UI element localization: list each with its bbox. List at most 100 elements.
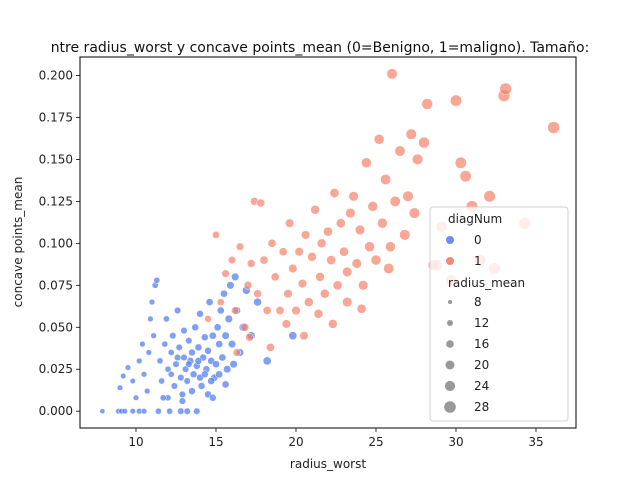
data-point-diag-0-29 (164, 365, 172, 373)
data-point-diag-0-22 (148, 298, 156, 306)
data-point-diag-1-50 (380, 174, 392, 185)
data-point-diag-0-86 (194, 357, 203, 365)
data-point-diag-1-74 (547, 121, 560, 134)
data-point-diag-0-14 (124, 364, 132, 371)
data-point-diag-1-53 (389, 195, 401, 207)
data-point-diag-1-35 (332, 280, 343, 291)
legend-size-label-2: 16 (474, 337, 489, 351)
y-tick-label: 0.100 (39, 236, 73, 250)
chart-title: ntre radius_worst y concave points_mean … (51, 40, 590, 56)
legend-size-marker-1 (447, 320, 453, 326)
data-point-diag-0-89 (215, 370, 224, 379)
data-point-diag-1-31 (320, 288, 330, 299)
y-tick-label: 0.125 (39, 194, 73, 208)
data-point-diag-1-48 (373, 134, 385, 145)
y-tick-label: 0.050 (39, 320, 73, 334)
data-point-diag-1-78 (356, 303, 367, 314)
legend-size-title: radius_mean (448, 276, 525, 290)
data-point-diag-0-88 (207, 377, 216, 385)
data-point-diag-1-14 (262, 306, 272, 315)
data-point-diag-0-36 (175, 343, 183, 351)
data-point-diag-1-20 (285, 218, 295, 228)
legend-size-label-4: 24 (474, 379, 489, 393)
data-point-diag-1-23 (294, 247, 304, 257)
data-point-diag-1-85 (408, 207, 420, 219)
data-point-diag-1-47 (370, 254, 382, 266)
data-point-diag-1-5 (231, 306, 240, 315)
data-point-diag-1-82 (313, 309, 324, 319)
data-point-diag-1-30 (316, 238, 327, 249)
data-point-diag-1-44 (361, 157, 372, 169)
data-point-diag-1-54 (394, 145, 406, 157)
data-point-diag-0-61 (208, 331, 217, 340)
data-point-diag-1-69 (483, 190, 496, 203)
data-point-diag-1-40 (348, 191, 359, 202)
data-point-diag-0-17 (136, 357, 143, 365)
data-point-diag-0-39 (180, 353, 188, 362)
data-point-diag-0-71 (224, 314, 233, 323)
data-point-diag-0-31 (167, 349, 175, 356)
data-point-diag-1-12 (256, 198, 266, 208)
data-point-diag-1-55 (399, 229, 411, 241)
data-point-diag-1-29 (315, 272, 325, 282)
data-point-diag-0-80 (253, 297, 262, 307)
y-tick-label: 0.075 (39, 278, 73, 292)
data-point-diag-0-19 (144, 387, 151, 395)
data-point-diag-0-7 (155, 407, 162, 415)
data-point-diag-1-43 (358, 280, 369, 291)
data-point-diag-0-35 (174, 306, 182, 315)
data-point-diag-0-45 (188, 348, 196, 357)
data-point-diag-1-81 (281, 319, 291, 329)
x-tick-label: 25 (368, 435, 383, 449)
data-point-diag-0-12 (116, 384, 124, 391)
data-point-diag-1-39 (345, 208, 356, 219)
data-point-diag-1-19 (283, 289, 293, 299)
data-point-diag-1-13 (259, 255, 269, 265)
data-point-diag-1-36 (335, 218, 346, 229)
y-tick-label: 0.000 (39, 404, 73, 418)
data-point-diag-0-90 (221, 380, 230, 389)
data-point-diag-0-41 (182, 365, 190, 373)
data-point-diag-1-27 (307, 252, 317, 262)
data-point-diag-0-9 (177, 407, 185, 415)
legend-size-marker-2 (446, 340, 454, 348)
data-point-diag-0-38 (178, 390, 186, 398)
data-point-diag-0-82 (288, 331, 298, 341)
data-point-diag-0-18 (140, 371, 148, 378)
legend-size-marker-4 (444, 380, 456, 392)
data-point-diag-0-25 (156, 357, 164, 365)
data-point-diag-0-67 (218, 353, 227, 362)
data-point-diag-0-4 (129, 408, 136, 415)
data-point-diag-1-57 (405, 128, 417, 140)
data-point-diag-0-34 (172, 360, 180, 368)
data-point-diag-0-3 (121, 408, 128, 415)
x-axis: 10 15 20 25 30 35 (128, 428, 544, 449)
data-point-diag-1-33 (326, 255, 337, 265)
data-point-diag-1-56 (402, 190, 414, 202)
data-point-diag-0-6 (140, 408, 148, 415)
data-point-diag-1-65 (454, 156, 467, 169)
data-point-diag-0-0 (99, 408, 106, 415)
data-point-diag-1-72 (499, 82, 512, 96)
legend-hue-title: diagNum (448, 212, 502, 226)
data-point-diag-1-1 (212, 231, 220, 239)
data-point-diag-0-33 (170, 382, 178, 390)
legend-size-label-5: 28 (474, 400, 489, 414)
data-point-diag-1-66 (459, 170, 472, 183)
legend-size-marker-5 (444, 401, 456, 413)
data-point-diag-1-8 (243, 281, 253, 290)
data-point-diag-1-76 (299, 331, 309, 341)
data-point-diag-0-20 (145, 349, 152, 356)
data-point-diag-0-68 (220, 289, 228, 298)
data-point-diag-1-3 (221, 269, 230, 278)
legend-size-marker-0 (448, 300, 452, 304)
data-point-diag-0-58 (204, 347, 212, 355)
legend-size-label-3: 20 (474, 358, 489, 372)
data-point-diag-1-16 (270, 272, 280, 282)
plot-area-frame (79, 56, 577, 429)
data-point-diag-0-96 (150, 332, 157, 339)
data-point-diag-0-93 (178, 397, 186, 405)
legend-size-marker-3 (445, 360, 455, 370)
x-tick-label: 30 (448, 435, 463, 449)
